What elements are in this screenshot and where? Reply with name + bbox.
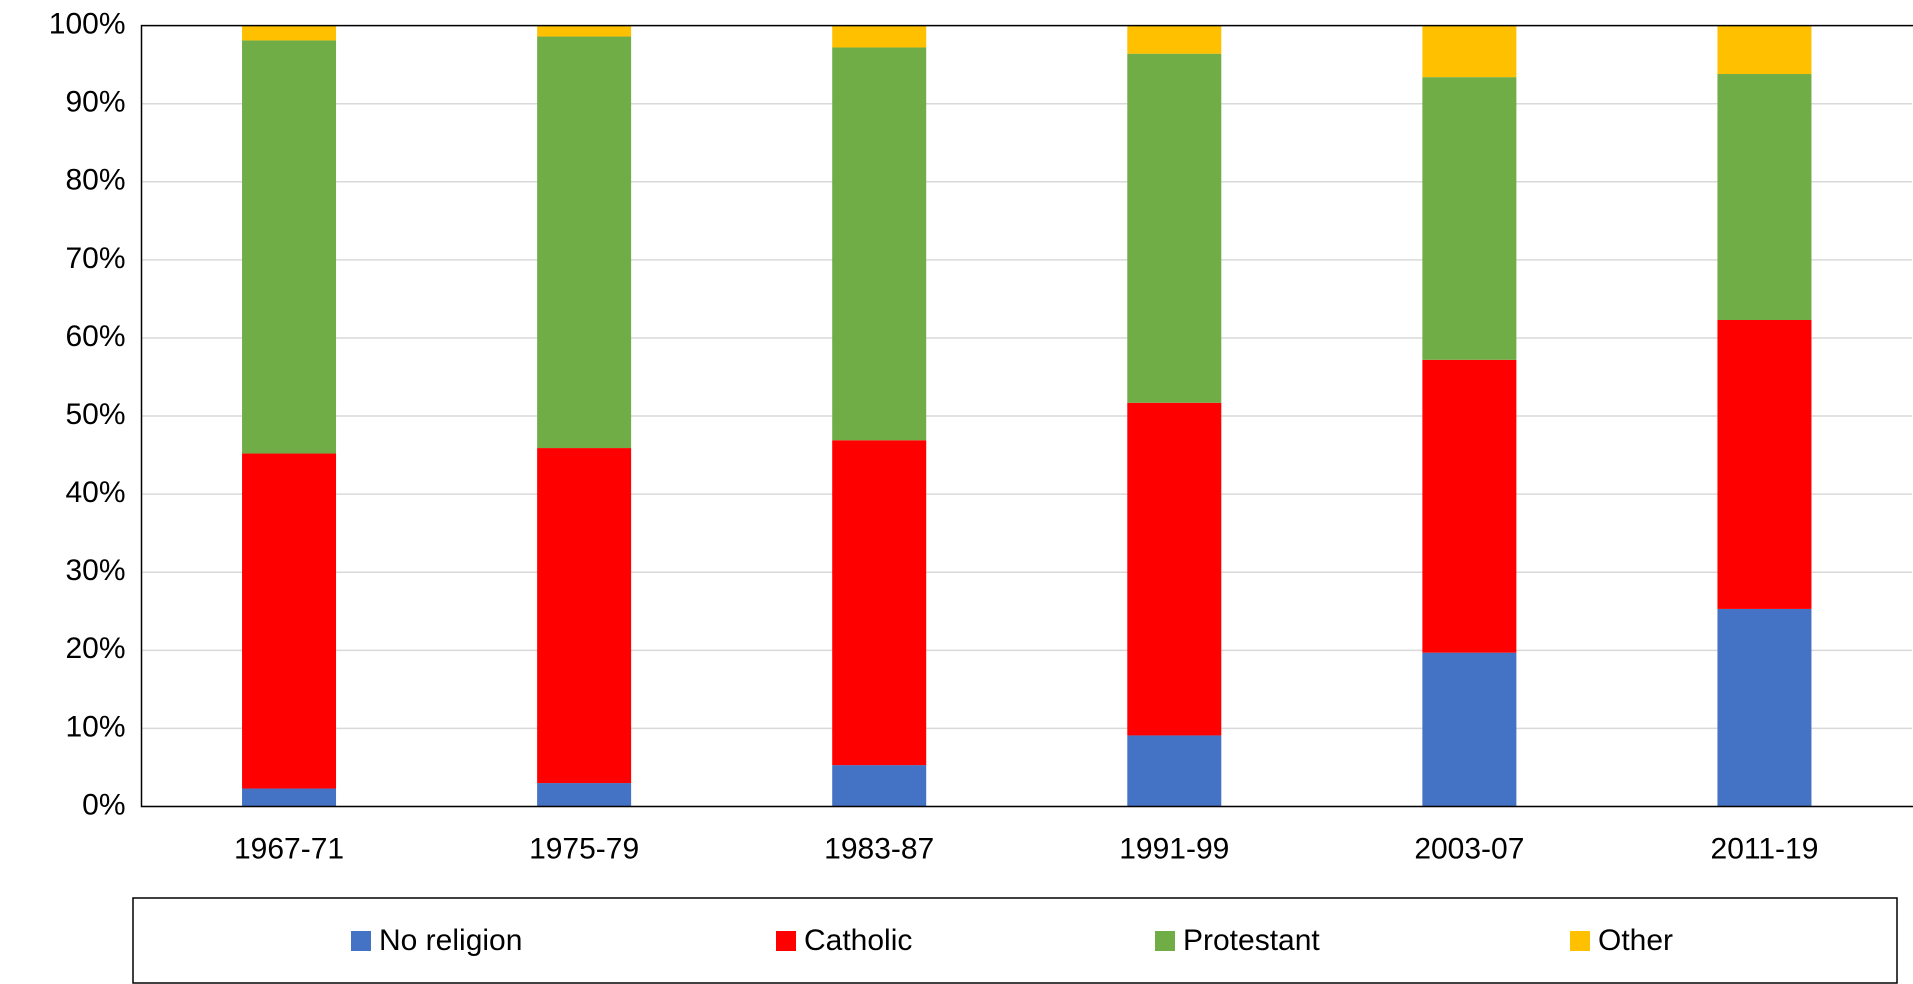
- legend-label: Protestant: [1183, 924, 1320, 957]
- x-tick-label: 1975-79: [529, 832, 639, 865]
- y-tick-label: 20%: [65, 632, 125, 665]
- bar-segment: [242, 40, 337, 454]
- y-tick-label: 90%: [65, 86, 125, 119]
- bar-segment: [1717, 74, 1812, 320]
- y-tick-label: 50%: [65, 398, 125, 431]
- bar-segment: [1422, 652, 1517, 807]
- bar-segment: [1422, 25, 1517, 78]
- bar-segment: [537, 36, 632, 449]
- bar-segment: [537, 783, 632, 807]
- bar-segment: [1717, 608, 1812, 807]
- bar-segment: [242, 25, 337, 41]
- bar-segment: [832, 440, 927, 766]
- y-tick-label: 60%: [65, 320, 125, 353]
- y-tick-label: 100%: [49, 8, 126, 41]
- y-tick-label: 10%: [65, 710, 125, 743]
- y-tick-label: 70%: [65, 242, 125, 275]
- legend-label: Other: [1598, 924, 1673, 957]
- x-tick-label: 2011-19: [1711, 832, 1819, 865]
- legend-swatch: [1155, 931, 1175, 951]
- legend-box: [132, 897, 1898, 984]
- bar-segment: [1422, 359, 1517, 653]
- legend-swatch: [1570, 931, 1590, 951]
- bar-segment: [1127, 53, 1222, 403]
- y-tick-label: 0%: [82, 788, 125, 821]
- legend-label: No religion: [379, 924, 522, 957]
- bar-segment: [832, 25, 927, 48]
- x-tick-label: 1967-71: [234, 832, 344, 865]
- bar-segment: [1717, 25, 1812, 75]
- x-tick-label: 1991-99: [1119, 832, 1229, 865]
- plot-border: [140, 24, 1913, 808]
- bar-segment: [1127, 25, 1222, 54]
- x-tick-label: 1983-87: [824, 832, 934, 865]
- bar-segment: [832, 47, 927, 441]
- legend-label: Catholic: [804, 924, 912, 957]
- bar-segment: [537, 448, 632, 784]
- y-tick-label: 40%: [65, 476, 125, 509]
- legend-swatch: [351, 931, 371, 951]
- bar-segment: [1422, 77, 1517, 360]
- bar-segment: [1127, 735, 1222, 807]
- x-tick-label: 2003-07: [1414, 832, 1524, 865]
- bar-segment: [242, 453, 337, 789]
- bar-segment: [1127, 402, 1222, 736]
- y-tick-label: 80%: [65, 164, 125, 197]
- legend-swatch: [776, 931, 796, 951]
- bar-segment: [832, 765, 927, 807]
- bar-segment: [1717, 319, 1812, 609]
- y-tick-label: 30%: [65, 554, 125, 587]
- bar-segment: [242, 788, 337, 807]
- bar-segment: [537, 25, 632, 37]
